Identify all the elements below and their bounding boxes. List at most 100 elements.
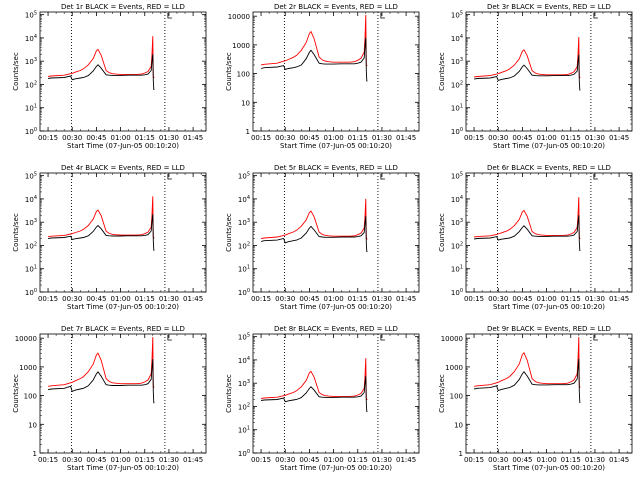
y-tick-label: 105 <box>25 11 37 20</box>
x-tick-label: 01:15 <box>561 134 581 142</box>
y-tick-label: 103 <box>25 218 37 227</box>
y-tick-label: 101 <box>25 265 37 274</box>
marker-bracket <box>380 174 385 180</box>
series-line-lld <box>48 36 155 78</box>
x-tick-label: 00:45 <box>86 456 106 464</box>
series-line-lld <box>474 197 581 239</box>
plot-frame <box>252 333 420 454</box>
plot-frame <box>252 11 420 132</box>
panel-8: Det 8r BLACK = Events, RED = LLD 100 101 10… <box>225 325 420 472</box>
x-tick-label: 00:30 <box>275 134 295 142</box>
y-tick-label: 105 <box>451 172 463 181</box>
y-tick-label: 100 <box>237 71 250 79</box>
x-tick-label: 01:15 <box>561 456 581 464</box>
x-tick-label: 01:45 <box>609 456 629 464</box>
y-tick-label: 105 <box>451 11 463 20</box>
x-tick-label: 01:15 <box>348 295 368 303</box>
panel-3: Det 3r BLACK = Events, RED = LLD 100 101 10… <box>438 3 633 150</box>
y-tick-label: 102 <box>238 241 250 250</box>
panel-title: Det 5r BLACK = Events, RED = LLD <box>274 164 398 172</box>
y-tick-label: 104 <box>451 34 463 43</box>
y-axis-label: Counts/sec <box>12 374 20 413</box>
y-tick-label: 102 <box>451 80 463 89</box>
x-tick-label: 01:45 <box>183 134 203 142</box>
x-tick-label: 01:30 <box>372 295 392 303</box>
marker-bracket <box>380 335 385 341</box>
x-tick-label: 01:00 <box>110 295 130 303</box>
y-axis-label: Counts/sec <box>438 213 446 252</box>
y-tick-label: 1 <box>33 450 37 458</box>
y-tick-label: 100 <box>451 288 463 297</box>
x-tick-label: 00:30 <box>488 295 508 303</box>
series-line-events <box>261 216 368 252</box>
x-tick-label: 01:30 <box>585 134 605 142</box>
y-tick-label: 100 <box>451 127 463 136</box>
panel-5: Det 5r BLACK = Events, RED = LLD 100 101 10… <box>225 164 420 311</box>
y-tick-label: 10000 <box>15 335 37 343</box>
x-tick-label: 01:15 <box>561 295 581 303</box>
x-tick-label: 01:15 <box>348 134 368 142</box>
marker-bracket <box>167 335 172 341</box>
y-tick-label: 104 <box>25 195 37 204</box>
panel-title: Det 4r BLACK = Events, RED = LLD <box>61 164 185 172</box>
y-tick-label: 101 <box>451 104 463 113</box>
y-tick-label: 105 <box>238 172 250 181</box>
y-tick-label: 100 <box>450 393 463 401</box>
x-axis-label: Start Time (07-Jun-05 00:10:20) <box>67 142 179 150</box>
y-tick-label: 101 <box>238 426 250 435</box>
panel-title: Det 7r BLACK = Events, RED = LLD <box>61 325 185 333</box>
panel-title: Det 1r BLACK = Events, RED = LLD <box>61 3 185 11</box>
y-tick-label: 104 <box>451 195 463 204</box>
x-tick-label: 00:45 <box>512 295 532 303</box>
marker-bracket <box>167 13 172 19</box>
y-tick-label: 100 <box>238 449 250 458</box>
x-tick-label: 00:30 <box>275 295 295 303</box>
x-axis-label: Start Time (07-Jun-05 00:10:20) <box>280 464 392 472</box>
x-tick-label: 01:15 <box>348 456 368 464</box>
plot-frame <box>465 11 633 132</box>
y-tick-label: 100 <box>25 288 37 297</box>
x-axis-label: Start Time (07-Jun-05 00:10:20) <box>493 464 605 472</box>
x-tick-label: 00:15 <box>251 456 271 464</box>
y-axis-label: Counts/sec <box>225 374 233 413</box>
x-tick-label: 00:15 <box>38 134 58 142</box>
y-tick-label: 103 <box>238 379 250 388</box>
y-axis-label: Counts/sec <box>225 52 233 91</box>
x-tick-label: 01:45 <box>609 134 629 142</box>
x-tick-label: 01:00 <box>536 295 556 303</box>
y-axis-label: Counts/sec <box>438 374 446 413</box>
series-line-events <box>48 359 155 404</box>
marker-bracket <box>593 13 598 19</box>
panel-2: Det 2r BLACK = Events, RED = LLD 1 10 100 10… <box>225 3 420 150</box>
x-tick-label: 01:15 <box>135 456 155 464</box>
series-line-events <box>474 215 581 252</box>
y-tick-label: 102 <box>451 241 463 250</box>
plot-frame <box>465 172 633 293</box>
series-line-events <box>474 54 581 91</box>
x-tick-label: 00:45 <box>86 134 106 142</box>
y-tick-label: 103 <box>238 218 250 227</box>
y-tick-label: 10000 <box>228 13 250 21</box>
x-tick-label: 00:15 <box>464 456 484 464</box>
y-tick-label: 10 <box>241 99 250 107</box>
x-tick-label: 01:45 <box>609 295 629 303</box>
y-tick-label: 100 <box>25 127 37 136</box>
panel-9: Det 9r BLACK = Events, RED = LLD 1 10 100 10… <box>438 325 633 472</box>
x-tick-label: 00:30 <box>62 134 82 142</box>
plot-frame <box>39 333 207 454</box>
x-tick-label: 01:00 <box>536 134 556 142</box>
series-line-events <box>48 54 155 91</box>
x-tick-label: 00:15 <box>464 134 484 142</box>
series-line-lld <box>48 336 155 388</box>
y-tick-label: 101 <box>451 265 463 274</box>
plot-frame <box>465 333 633 454</box>
y-tick-label: 100 <box>238 288 250 297</box>
y-tick-label: 104 <box>238 356 250 365</box>
y-tick-label: 101 <box>25 104 37 113</box>
panel-title: Det 9r BLACK = Events, RED = LLD <box>487 325 611 333</box>
y-tick-label: 1000 <box>19 364 37 372</box>
y-tick-label: 1 <box>459 450 463 458</box>
x-tick-label: 00:30 <box>62 456 82 464</box>
x-tick-label: 00:45 <box>299 295 319 303</box>
